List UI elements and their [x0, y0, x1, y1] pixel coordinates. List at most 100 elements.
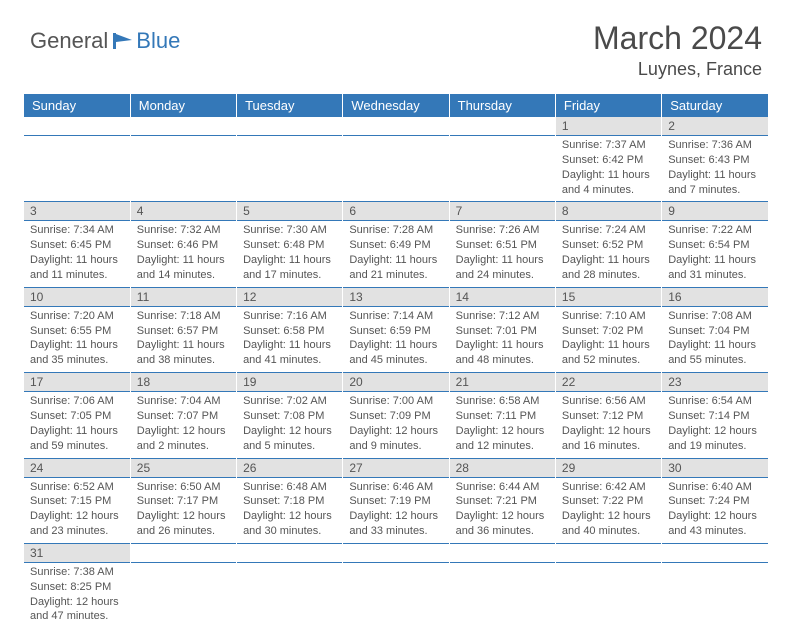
day-content-cell: Sunrise: 7:34 AMSunset: 6:45 PMDaylight:… [24, 221, 130, 287]
sunset-text: Sunset: 7:24 PM [668, 494, 762, 509]
day-content-cell [237, 136, 343, 202]
content-row: Sunrise: 7:38 AMSunset: 8:25 PMDaylight:… [24, 562, 768, 628]
daylight-text: Daylight: 11 hours and 31 minutes. [668, 253, 762, 283]
day-content-cell [24, 136, 130, 202]
sunrise-text: Sunrise: 6:56 AM [562, 394, 655, 409]
day-content-cell: Sunrise: 6:48 AMSunset: 7:18 PMDaylight:… [237, 477, 343, 543]
daylight-text: Daylight: 12 hours and 19 minutes. [668, 424, 762, 454]
day-content-cell [555, 562, 661, 628]
day-content-cell: Sunrise: 6:54 AMSunset: 7:14 PMDaylight:… [662, 392, 768, 458]
logo-text-blue: Blue [136, 28, 180, 54]
day-content-cell: Sunrise: 7:22 AMSunset: 6:54 PMDaylight:… [662, 221, 768, 287]
day-number-cell: 5 [237, 202, 343, 221]
day-number-cell: 10 [24, 287, 130, 306]
day-content-cell: Sunrise: 7:24 AMSunset: 6:52 PMDaylight:… [555, 221, 661, 287]
day-number-cell [449, 117, 555, 136]
day-content-cell: Sunrise: 7:38 AMSunset: 8:25 PMDaylight:… [24, 562, 130, 628]
day-number-cell: 28 [449, 458, 555, 477]
day-number-cell: 6 [343, 202, 449, 221]
daylight-text: Daylight: 11 hours and 24 minutes. [456, 253, 549, 283]
sunrise-text: Sunrise: 7:38 AM [30, 565, 124, 580]
daylight-text: Daylight: 11 hours and 14 minutes. [137, 253, 230, 283]
day-content-cell: Sunrise: 6:46 AMSunset: 7:19 PMDaylight:… [343, 477, 449, 543]
day-header: Wednesday [343, 94, 449, 117]
daynum-row: 24252627282930 [24, 458, 768, 477]
daylight-text: Daylight: 12 hours and 23 minutes. [30, 509, 124, 539]
daylight-text: Daylight: 11 hours and 45 minutes. [349, 338, 442, 368]
day-number-cell: 20 [343, 373, 449, 392]
day-content-cell: Sunrise: 7:00 AMSunset: 7:09 PMDaylight:… [343, 392, 449, 458]
daylight-text: Daylight: 11 hours and 59 minutes. [30, 424, 124, 454]
day-number-cell: 26 [237, 458, 343, 477]
day-content-cell: Sunrise: 7:16 AMSunset: 6:58 PMDaylight:… [237, 306, 343, 372]
sunset-text: Sunset: 6:58 PM [243, 324, 336, 339]
sunrise-text: Sunrise: 6:40 AM [668, 480, 762, 495]
day-header: Thursday [449, 94, 555, 117]
sunset-text: Sunset: 8:25 PM [30, 580, 124, 595]
sunrise-text: Sunrise: 7:30 AM [243, 223, 336, 238]
sunset-text: Sunset: 6:52 PM [562, 238, 655, 253]
day-number-cell: 18 [130, 373, 236, 392]
sunset-text: Sunset: 7:18 PM [243, 494, 336, 509]
day-content-cell [343, 562, 449, 628]
content-row: Sunrise: 7:06 AMSunset: 7:05 PMDaylight:… [24, 392, 768, 458]
sunset-text: Sunset: 6:49 PM [349, 238, 442, 253]
day-number-cell: 11 [130, 287, 236, 306]
day-header: Sunday [24, 94, 130, 117]
day-number-cell [130, 117, 236, 136]
day-number-cell [130, 543, 236, 562]
sunset-text: Sunset: 7:05 PM [30, 409, 124, 424]
day-number-cell [237, 117, 343, 136]
day-number-cell [343, 117, 449, 136]
sunset-text: Sunset: 6:57 PM [137, 324, 230, 339]
daylight-text: Daylight: 12 hours and 5 minutes. [243, 424, 336, 454]
logo-flag-icon [112, 32, 134, 50]
daylight-text: Daylight: 12 hours and 12 minutes. [456, 424, 549, 454]
daynum-row: 12 [24, 117, 768, 136]
day-number-cell: 27 [343, 458, 449, 477]
day-content-cell [449, 562, 555, 628]
daylight-text: Daylight: 12 hours and 30 minutes. [243, 509, 336, 539]
day-content-cell: Sunrise: 7:30 AMSunset: 6:48 PMDaylight:… [237, 221, 343, 287]
daylight-text: Daylight: 11 hours and 11 minutes. [30, 253, 124, 283]
day-header: Saturday [662, 94, 768, 117]
sunset-text: Sunset: 7:19 PM [349, 494, 442, 509]
day-number-cell: 1 [555, 117, 661, 136]
day-number-cell: 16 [662, 287, 768, 306]
sunrise-text: Sunrise: 6:44 AM [456, 480, 549, 495]
day-content-cell: Sunrise: 7:02 AMSunset: 7:08 PMDaylight:… [237, 392, 343, 458]
logo: General Blue [30, 28, 180, 54]
sunrise-text: Sunrise: 6:46 AM [349, 480, 442, 495]
day-number-cell: 4 [130, 202, 236, 221]
day-content-cell [662, 562, 768, 628]
day-content-cell: Sunrise: 7:14 AMSunset: 6:59 PMDaylight:… [343, 306, 449, 372]
day-number-cell: 9 [662, 202, 768, 221]
daylight-text: Daylight: 11 hours and 38 minutes. [137, 338, 230, 368]
content-row: Sunrise: 7:34 AMSunset: 6:45 PMDaylight:… [24, 221, 768, 287]
sunset-text: Sunset: 7:08 PM [243, 409, 336, 424]
day-content-cell: Sunrise: 7:28 AMSunset: 6:49 PMDaylight:… [343, 221, 449, 287]
day-content-cell: Sunrise: 6:52 AMSunset: 7:15 PMDaylight:… [24, 477, 130, 543]
day-content-cell: Sunrise: 7:18 AMSunset: 6:57 PMDaylight:… [130, 306, 236, 372]
day-number-cell: 21 [449, 373, 555, 392]
day-number-cell [449, 543, 555, 562]
month-title: March 2024 [593, 20, 762, 57]
sunset-text: Sunset: 6:54 PM [668, 238, 762, 253]
day-number-cell: 22 [555, 373, 661, 392]
day-content-cell: Sunrise: 7:26 AMSunset: 6:51 PMDaylight:… [449, 221, 555, 287]
sunrise-text: Sunrise: 7:08 AM [668, 309, 762, 324]
sunrise-text: Sunrise: 7:10 AM [562, 309, 655, 324]
sunrise-text: Sunrise: 7:20 AM [30, 309, 124, 324]
sunset-text: Sunset: 7:12 PM [562, 409, 655, 424]
day-content-cell: Sunrise: 6:44 AMSunset: 7:21 PMDaylight:… [449, 477, 555, 543]
day-header: Tuesday [237, 94, 343, 117]
sunset-text: Sunset: 6:48 PM [243, 238, 336, 253]
day-number-cell: 23 [662, 373, 768, 392]
day-number-cell: 24 [24, 458, 130, 477]
sunset-text: Sunset: 7:09 PM [349, 409, 442, 424]
sunrise-text: Sunrise: 7:18 AM [137, 309, 230, 324]
day-number-cell: 15 [555, 287, 661, 306]
day-number-cell: 7 [449, 202, 555, 221]
day-header: Monday [130, 94, 236, 117]
day-content-cell: Sunrise: 6:42 AMSunset: 7:22 PMDaylight:… [555, 477, 661, 543]
